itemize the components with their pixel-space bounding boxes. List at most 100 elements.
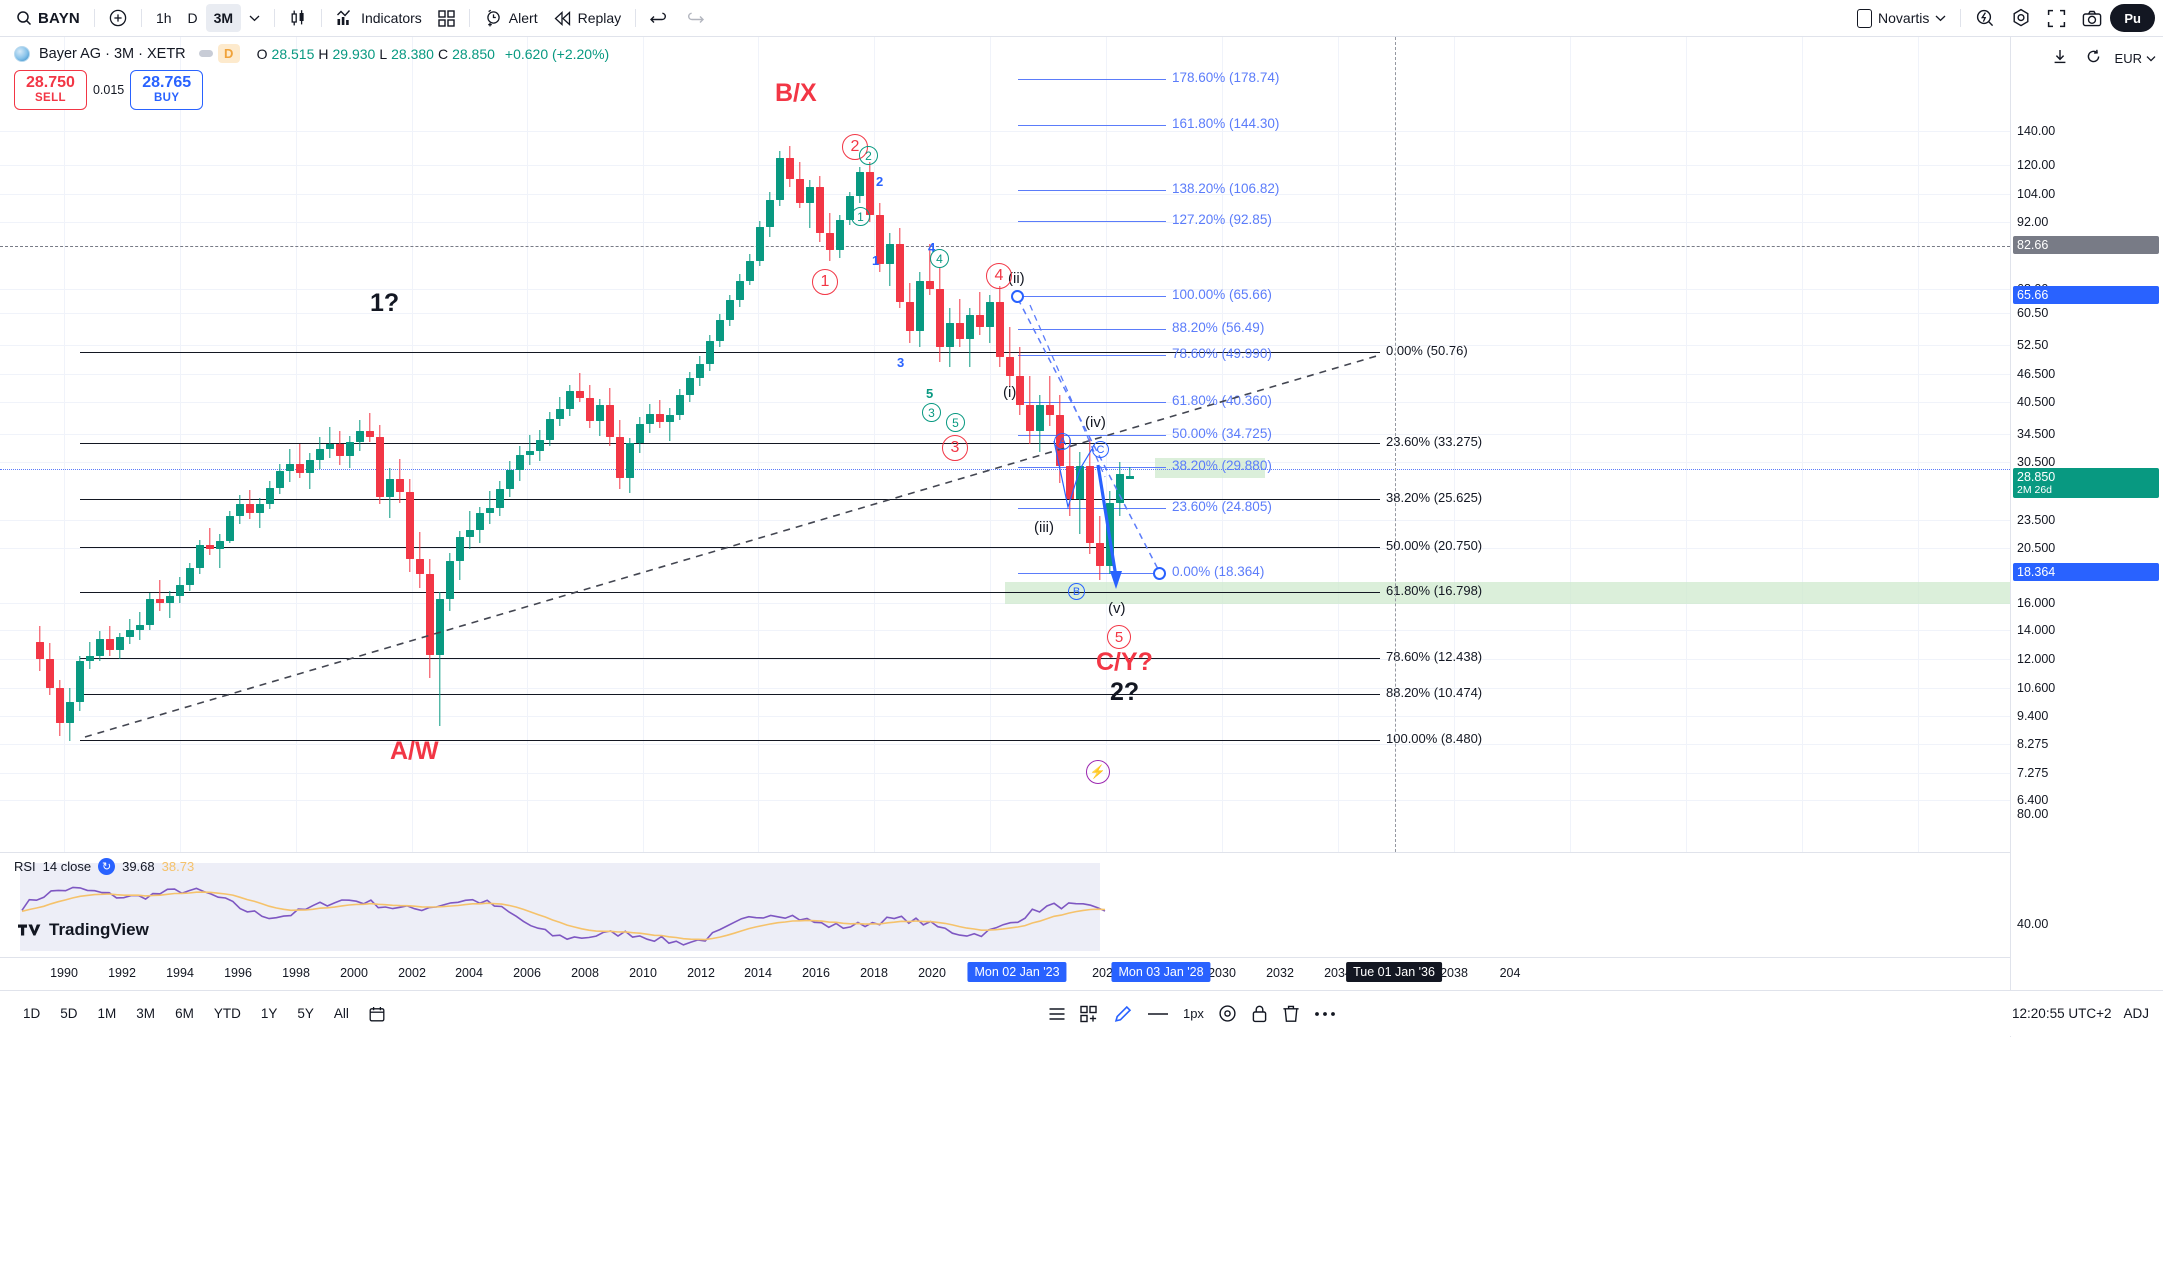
- price-level-line[interactable]: [80, 694, 1380, 695]
- chart-pane[interactable]: 0.00% (50.76) 23.60% (33.275) 38.20% (25.6…: [0, 37, 2010, 852]
- more-dots-icon[interactable]: [1314, 1010, 1336, 1018]
- fib-level-line[interactable]: [1018, 79, 1166, 81]
- session-indicator[interactable]: D: [198, 44, 240, 63]
- replay-button[interactable]: Replay: [546, 4, 630, 32]
- fib-level-line[interactable]: [1018, 221, 1166, 223]
- fib-handle-bottom[interactable]: [1153, 567, 1166, 580]
- wave-degree-label[interactable]: 4: [986, 263, 1012, 289]
- wave-label[interactable]: A/W: [390, 737, 439, 765]
- fib-level-line[interactable]: [1018, 190, 1166, 192]
- fib-handle-top[interactable]: [1011, 290, 1024, 303]
- object-tree-icon[interactable]: [1048, 1005, 1066, 1023]
- alert-button[interactable]: Alert: [476, 4, 546, 32]
- price-level-line[interactable]: [80, 547, 1380, 548]
- calendar-icon[interactable]: [360, 1001, 394, 1027]
- price-scale[interactable]: EUR 140.00120.00104.0092.0068.0060.5052.…: [2010, 37, 2163, 1037]
- wave-label[interactable]: (ii): [1008, 270, 1025, 287]
- range-5d[interactable]: 5D: [60, 1006, 78, 1021]
- redo-button[interactable]: [677, 4, 712, 32]
- wave-degree-label[interactable]: A: [1054, 433, 1071, 450]
- wave-label[interactable]: B/X: [775, 79, 817, 107]
- range-1m[interactable]: 1M: [97, 1006, 117, 1021]
- wave-degree-label[interactable]: 1: [851, 207, 870, 226]
- wave-label[interactable]: (i): [1003, 384, 1017, 401]
- fib-level-line[interactable]: [1018, 573, 1166, 575]
- lock-icon[interactable]: [1251, 1004, 1268, 1023]
- chart-style-button[interactable]: [281, 4, 315, 32]
- wave-degree-label[interactable]: C: [1092, 441, 1109, 458]
- wave-degree-label[interactable]: 1: [812, 269, 838, 295]
- wave-label[interactable]: (iii): [1034, 519, 1054, 536]
- wave-degree-label[interactable]: B: [1068, 583, 1085, 600]
- fullscreen-button[interactable]: [2039, 4, 2074, 32]
- price-badge[interactable]: 65.66: [2013, 286, 2159, 304]
- trash-icon[interactable]: [1282, 1004, 1300, 1023]
- dashed-level-line[interactable]: [0, 246, 2010, 247]
- interval-dropdown[interactable]: [241, 4, 268, 32]
- settings-button[interactable]: [2003, 4, 2039, 32]
- price-level-line[interactable]: [80, 658, 1380, 659]
- pen-icon[interactable]: [1114, 1004, 1133, 1023]
- reset-scale-icon[interactable]: [2086, 49, 2101, 64]
- wave-label[interactable]: 3: [897, 355, 905, 370]
- flash-event-icon[interactable]: ⚡: [1086, 760, 1110, 784]
- price-badge[interactable]: 18.364: [2013, 563, 2159, 581]
- compare-symbol-button[interactable]: Novartis: [1849, 4, 1954, 32]
- wave-degree-label[interactable]: 3: [922, 403, 941, 422]
- range-1y[interactable]: 1Y: [260, 1006, 278, 1021]
- wave-degree-label[interactable]: 4: [930, 249, 949, 268]
- price-level-line[interactable]: [80, 443, 1380, 444]
- wave-label[interactable]: 4: [928, 240, 936, 255]
- add-drawing-icon[interactable]: [1080, 1005, 1100, 1023]
- time-axis[interactable]: 1990 1992 1994 1996 1998 2000 2002 2004 2006 2008…: [0, 957, 2010, 990]
- fib-level-line[interactable]: [1018, 296, 1166, 298]
- wave-label[interactable]: 1?: [370, 289, 400, 317]
- wave-label[interactable]: 1: [872, 253, 880, 268]
- fib-level-line[interactable]: [1018, 329, 1166, 331]
- adjustment-toggle[interactable]: ADJ: [2123, 1006, 2149, 1021]
- fib-level-line[interactable]: [1018, 125, 1166, 127]
- refresh-icon[interactable]: ↻: [98, 858, 116, 875]
- snapshot-button[interactable]: [2074, 4, 2110, 32]
- indicators-button[interactable]: Indicators: [328, 4, 430, 32]
- rsi-legend[interactable]: RSI 14 close ↻ 39.68 38.73: [14, 858, 194, 875]
- add-symbol-button[interactable]: [101, 4, 135, 32]
- price-badge[interactable]: 82.66: [2013, 236, 2159, 254]
- wave-degree-label[interactable]: 2: [859, 146, 878, 165]
- line-style-icon[interactable]: [1147, 1009, 1169, 1019]
- rsi-pane[interactable]: [0, 852, 2010, 957]
- download-icon[interactable]: [2053, 49, 2067, 64]
- currency-selector[interactable]: EUR: [2115, 51, 2156, 66]
- wave-degree-label[interactable]: 5: [946, 413, 965, 432]
- magnet-icon[interactable]: [1218, 1004, 1237, 1023]
- time-badge[interactable]: Tue 01 Jan '36: [1346, 962, 1442, 982]
- wave-degree-label[interactable]: 5: [1107, 625, 1131, 649]
- buy-sell-widget[interactable]: 28.750 SELL 0.015 28.765 BUY: [14, 70, 204, 110]
- publish-button[interactable]: Pu: [2110, 4, 2155, 32]
- wave-label[interactable]: (v): [1108, 600, 1126, 617]
- time-badge[interactable]: Mon 03 Jan '28: [1111, 962, 1211, 982]
- wave-label[interactable]: C/Y?: [1096, 648, 1153, 676]
- undo-button[interactable]: [642, 4, 677, 32]
- price-badge[interactable]: 28.850 2M 26d: [2013, 468, 2159, 498]
- price-level-line[interactable]: [80, 592, 1380, 593]
- legend-title[interactable]: Bayer AG · 3M · XETR: [39, 45, 186, 62]
- range-3m[interactable]: 3M: [136, 1006, 156, 1021]
- fib-level-line[interactable]: [1018, 355, 1166, 357]
- price-level-line[interactable]: [80, 740, 1380, 741]
- quick-search-button[interactable]: [1967, 4, 2003, 32]
- wave-label[interactable]: 5: [926, 386, 934, 401]
- layout-button[interactable]: [430, 4, 463, 32]
- chart-legend[interactable]: Bayer AG · 3M · XETR D O 28.515 H 29.930 L…: [14, 44, 609, 63]
- interval-3m[interactable]: 3M: [205, 4, 242, 32]
- buy-button[interactable]: 28.765 BUY: [130, 70, 204, 110]
- range-all[interactable]: All: [333, 1006, 349, 1021]
- price-level-line[interactable]: [80, 352, 1380, 353]
- interval-1h[interactable]: 1h: [155, 10, 172, 26]
- symbol-search[interactable]: BAYN: [8, 4, 88, 32]
- wave-degree-label[interactable]: 3: [942, 435, 968, 461]
- interval-d[interactable]: D: [187, 10, 198, 26]
- range-ytd[interactable]: YTD: [213, 1006, 241, 1021]
- wave-label[interactable]: (iv): [1085, 414, 1106, 431]
- range-6m[interactable]: 6M: [175, 1006, 194, 1021]
